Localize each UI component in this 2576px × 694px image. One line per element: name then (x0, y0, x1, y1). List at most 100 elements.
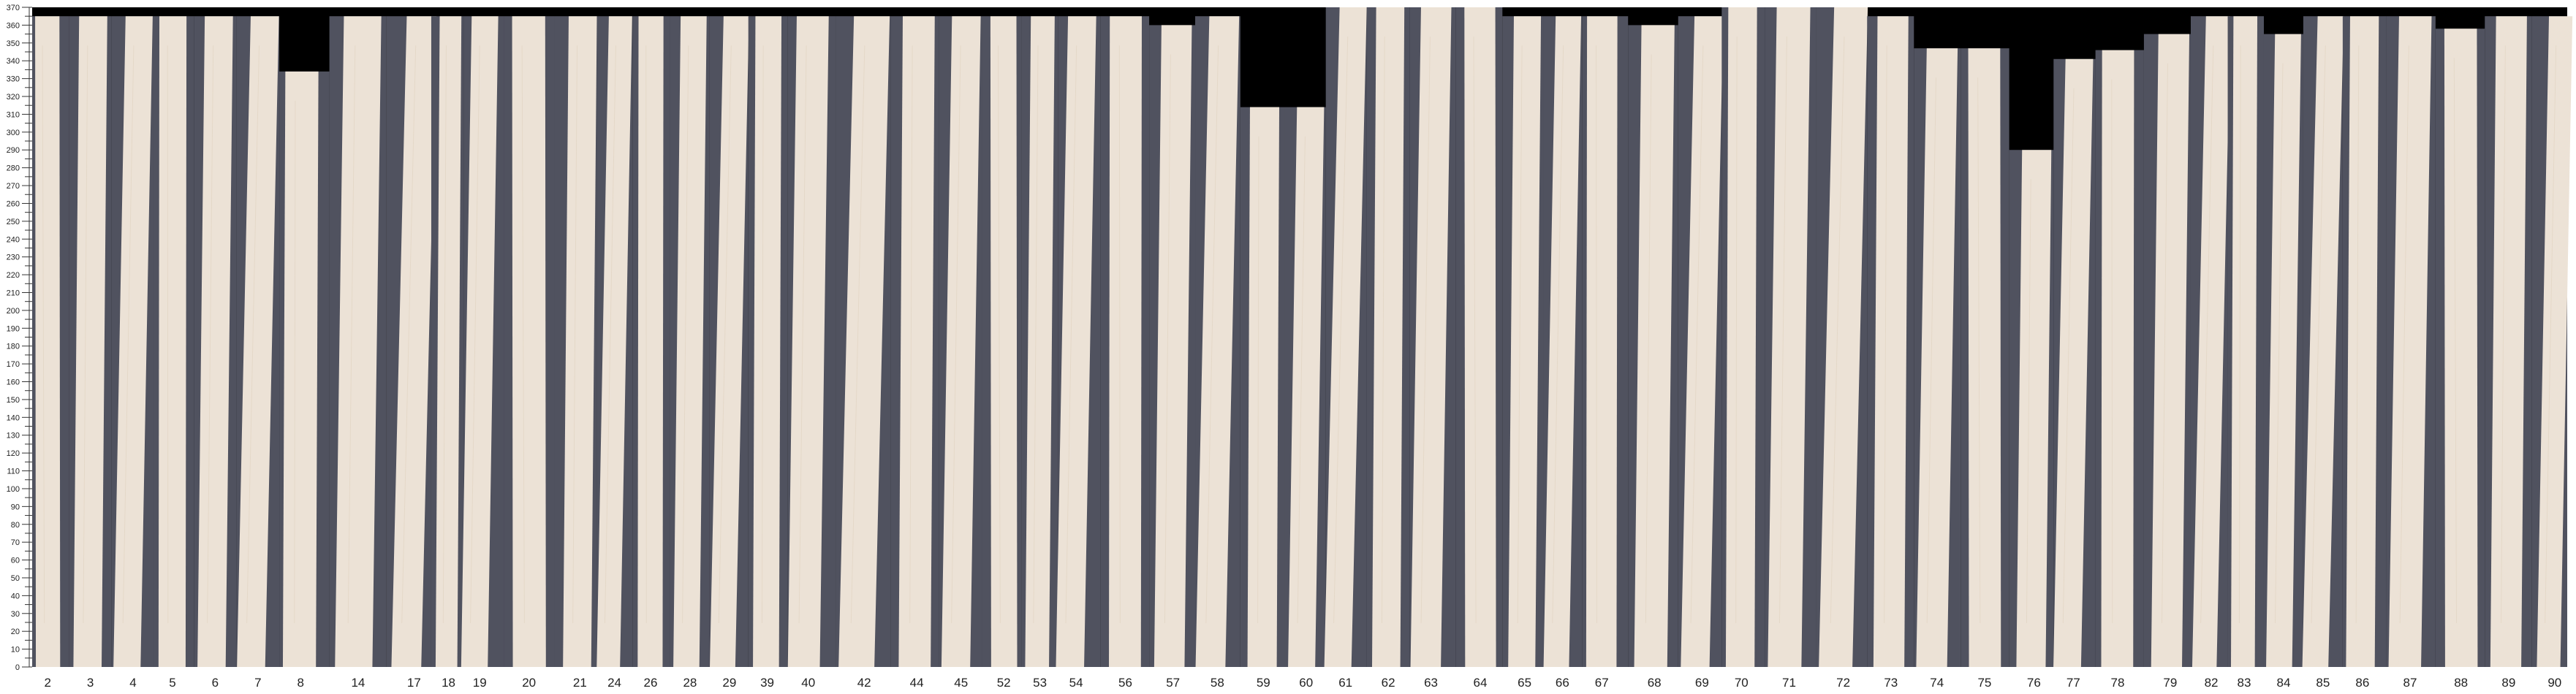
grain-mark (798, 45, 807, 624)
veneer-sheet (2230, 16, 2258, 668)
grain-mark (1690, 45, 1704, 624)
strip-label: 69 (1695, 676, 1709, 690)
strip-label: 57 (1166, 676, 1180, 690)
veneer-strip-53 (1021, 16, 1058, 668)
veneer-sheet (596, 16, 632, 668)
grain-mark (521, 45, 525, 624)
strip-label: 26 (644, 676, 658, 690)
veneer-strip-77 (2053, 58, 2096, 667)
veneer-strip-85 (2302, 16, 2344, 668)
veneer-strip-39 (748, 16, 788, 668)
veneer-sheet (1916, 48, 1958, 667)
veneer-sheet (1464, 7, 1496, 667)
grain-mark (207, 45, 214, 624)
veneer-strip-20 (504, 16, 555, 668)
strip-label: 53 (1033, 676, 1047, 690)
strip-label: 88 (2454, 676, 2468, 690)
strip-label: 79 (2163, 676, 2177, 690)
veneer-strip-90 (2531, 16, 2573, 668)
strip-label: 70 (1735, 676, 1749, 690)
veneer-sheet (2537, 16, 2573, 668)
grain-mark (401, 45, 417, 624)
ruler-tick-label: 270 (7, 182, 20, 191)
ruler-tick-label: 230 (7, 253, 20, 262)
strip-label: 89 (2501, 676, 2515, 690)
grain-mark (1118, 45, 1121, 624)
grain-mark (2453, 58, 2458, 624)
ruler-tick-label: 140 (7, 413, 20, 422)
veneer-strip-18 (431, 16, 464, 668)
ruler-tick-label: 360 (7, 21, 20, 30)
length-ruler: 0 10 20 30 40 50 60 70 80 90 100 110 120 130 140 150 160… (7, 4, 32, 672)
grain-mark (442, 45, 447, 624)
strip-label: 77 (2067, 676, 2080, 690)
strip-label: 63 (1424, 676, 1438, 690)
grain-mark (42, 45, 45, 624)
veneer-strip-17 (386, 16, 437, 668)
grain-mark (2026, 179, 2031, 624)
strip-label: 78 (2111, 676, 2125, 690)
veneer-sheet (158, 16, 187, 668)
strip-label: 42 (857, 676, 871, 690)
veneer-strip-67 (1582, 16, 1629, 668)
veneer-strip-75 (1961, 48, 2009, 667)
grain-mark (645, 45, 647, 624)
veneer-strip-42 (836, 16, 891, 668)
veneer-strip-61 (1324, 7, 1367, 667)
veneer-strip-52 (982, 16, 1022, 668)
veneer-strip-28 (670, 16, 710, 668)
strip-label: 73 (1884, 676, 1898, 690)
veneer-sheet (1195, 16, 1240, 668)
ruler-tick-label: 190 (7, 324, 20, 333)
veneer-strip-21 (554, 16, 597, 668)
grain-mark (1735, 36, 1738, 624)
veneer-sheet (1586, 16, 1618, 668)
ruler-tick-label: 100 (7, 485, 20, 494)
veneer-strip-62 (1366, 7, 1410, 667)
strip-label: 5 (169, 676, 175, 690)
ruler-tick-label: 160 (7, 378, 20, 387)
grain-mark (1517, 45, 1523, 624)
grain-mark (122, 45, 135, 624)
veneer-strip-60 (1284, 107, 1326, 667)
veneer-sheet (2192, 16, 2231, 668)
strip-label: 85 (2316, 676, 2330, 690)
grain-mark (682, 45, 689, 624)
strip-label: 28 (683, 676, 697, 690)
veneer-sheet (461, 16, 499, 668)
ruler-tick-label: 90 (11, 503, 20, 511)
strip-label: 83 (2238, 676, 2251, 690)
veneer-sheet (2016, 150, 2052, 668)
strip-label: 21 (573, 676, 587, 690)
grain-mark (850, 45, 865, 624)
grain-mark (1065, 45, 1077, 624)
strip-label: 61 (1338, 676, 1352, 690)
strip-label: 71 (1782, 676, 1796, 690)
ruler-tick-label: 80 (11, 521, 20, 530)
ruler-tick-label: 320 (7, 93, 20, 102)
grain-mark (2275, 63, 2284, 624)
veneer-strip-73 (1867, 16, 1914, 668)
veneer-strip-72 (1816, 7, 1868, 667)
veneer-sheet (2302, 16, 2344, 668)
grain-mark (2111, 79, 2113, 624)
veneer-sheet (1725, 7, 1757, 667)
ruler-tick-label: 350 (7, 39, 20, 48)
veneer-strip-76 (2009, 150, 2054, 668)
strip-label: 86 (2355, 676, 2369, 690)
veneer-strip-74 (1914, 48, 1961, 667)
veneer-sheet (1372, 7, 1405, 667)
veneer-sheet (2053, 58, 2094, 667)
strip-label: 59 (1257, 676, 1270, 690)
strip-label: 18 (442, 676, 455, 690)
grain-mark (1205, 45, 1219, 624)
veneer-sheet (1681, 16, 1724, 668)
grain-mark (167, 45, 169, 624)
strip-label: 44 (910, 676, 924, 690)
grain-mark (1830, 36, 1845, 624)
ruler-tick-label: 170 (7, 360, 20, 369)
grain-mark (718, 45, 732, 624)
strip-label: 40 (801, 676, 815, 690)
ruler-tick-label: 30 (11, 610, 20, 619)
veneer-strip-40 (787, 16, 836, 668)
